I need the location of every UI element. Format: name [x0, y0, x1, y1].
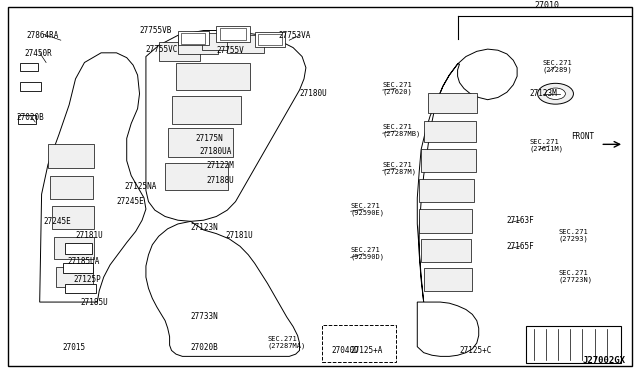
Bar — [63, 263, 93, 273]
Bar — [526, 326, 621, 363]
Bar — [54, 237, 94, 259]
Text: SEC.271
(27287MB): SEC.271 (27287MB) — [383, 125, 421, 137]
Bar — [258, 34, 282, 45]
Text: SEC.271
(27287MA): SEC.271 (27287MA) — [268, 337, 306, 349]
Text: 27181U: 27181U — [76, 231, 103, 240]
Text: 27163F: 27163F — [507, 216, 534, 225]
Text: 27015: 27015 — [63, 343, 86, 352]
Bar — [65, 243, 92, 254]
Text: SEC.271
(27289): SEC.271 (27289) — [543, 60, 572, 73]
Text: J27002GX: J27002GX — [583, 356, 626, 365]
Bar — [65, 284, 96, 293]
Bar — [421, 239, 471, 262]
Text: 27755VC: 27755VC — [146, 45, 179, 54]
Bar — [181, 33, 205, 44]
Text: SEC.271
(27611M): SEC.271 (27611M) — [530, 140, 564, 152]
Bar — [48, 144, 94, 168]
Text: SEC.271
(27287M): SEC.271 (27287M) — [383, 162, 417, 174]
Text: 27864RA: 27864RA — [27, 31, 60, 40]
Bar — [50, 176, 93, 199]
Bar — [216, 26, 250, 42]
Bar — [176, 63, 250, 90]
Bar — [227, 35, 264, 53]
Text: 27755V: 27755V — [216, 46, 244, 55]
Polygon shape — [40, 53, 146, 302]
Bar — [419, 209, 472, 232]
Bar — [172, 96, 241, 124]
Text: 27125+C: 27125+C — [460, 346, 492, 355]
Bar — [322, 325, 396, 362]
Text: 27175N: 27175N — [195, 134, 223, 143]
Text: SEC.271
(27723N): SEC.271 (27723N) — [558, 270, 592, 282]
Text: 27125P: 27125P — [74, 275, 101, 284]
Text: 27180U: 27180U — [300, 89, 327, 98]
Bar — [428, 93, 477, 113]
Text: SEC.271
(27293): SEC.271 (27293) — [558, 229, 588, 241]
Text: 27125+A: 27125+A — [351, 346, 383, 355]
Bar — [159, 42, 200, 61]
Bar — [419, 179, 474, 202]
Text: 27181U: 27181U — [225, 231, 253, 240]
Text: 27020B: 27020B — [16, 113, 44, 122]
Polygon shape — [417, 49, 517, 302]
Bar — [52, 206, 94, 229]
Text: 27122M: 27122M — [206, 161, 234, 170]
Circle shape — [546, 88, 565, 99]
Bar — [178, 36, 218, 54]
Text: SEC.271
(92590E): SEC.271 (92590E) — [351, 203, 385, 215]
Text: 27180UA: 27180UA — [200, 147, 232, 156]
Bar — [202, 33, 240, 50]
Bar — [178, 31, 209, 45]
Bar — [165, 163, 228, 190]
Circle shape — [538, 83, 573, 104]
Polygon shape — [417, 302, 479, 356]
Bar — [20, 63, 38, 71]
Text: 27185U: 27185U — [80, 298, 108, 307]
Bar — [424, 121, 476, 142]
Bar — [56, 267, 93, 287]
Text: 27123N: 27123N — [191, 223, 218, 232]
Text: 27020B: 27020B — [191, 343, 218, 352]
Text: 27040D: 27040D — [332, 346, 359, 355]
Bar — [421, 149, 476, 172]
Text: 27125NA: 27125NA — [125, 182, 157, 191]
Bar — [220, 28, 246, 40]
Bar — [255, 32, 285, 46]
Text: 27010: 27010 — [534, 1, 560, 10]
Bar — [168, 128, 233, 157]
Text: 27245E: 27245E — [116, 197, 144, 206]
Bar — [20, 82, 41, 91]
Text: 27165F: 27165F — [507, 242, 534, 251]
Text: 27733N: 27733N — [191, 312, 218, 321]
Text: 27450R: 27450R — [24, 49, 52, 58]
Bar — [424, 268, 472, 291]
Text: FRONT: FRONT — [571, 132, 594, 141]
Polygon shape — [146, 31, 306, 221]
Polygon shape — [146, 221, 300, 356]
Bar — [18, 115, 36, 124]
Text: 27123M: 27123M — [530, 89, 557, 98]
Text: 27753VA: 27753VA — [278, 31, 311, 40]
Text: 27245E: 27245E — [44, 217, 71, 226]
Text: SEC.271
(92590D): SEC.271 (92590D) — [351, 247, 385, 260]
Text: 27755VB: 27755VB — [140, 26, 172, 35]
Text: SEC.271
(27620): SEC.271 (27620) — [383, 82, 412, 95]
Text: 27188U: 27188U — [206, 176, 234, 185]
Text: 27185UA: 27185UA — [67, 257, 100, 266]
